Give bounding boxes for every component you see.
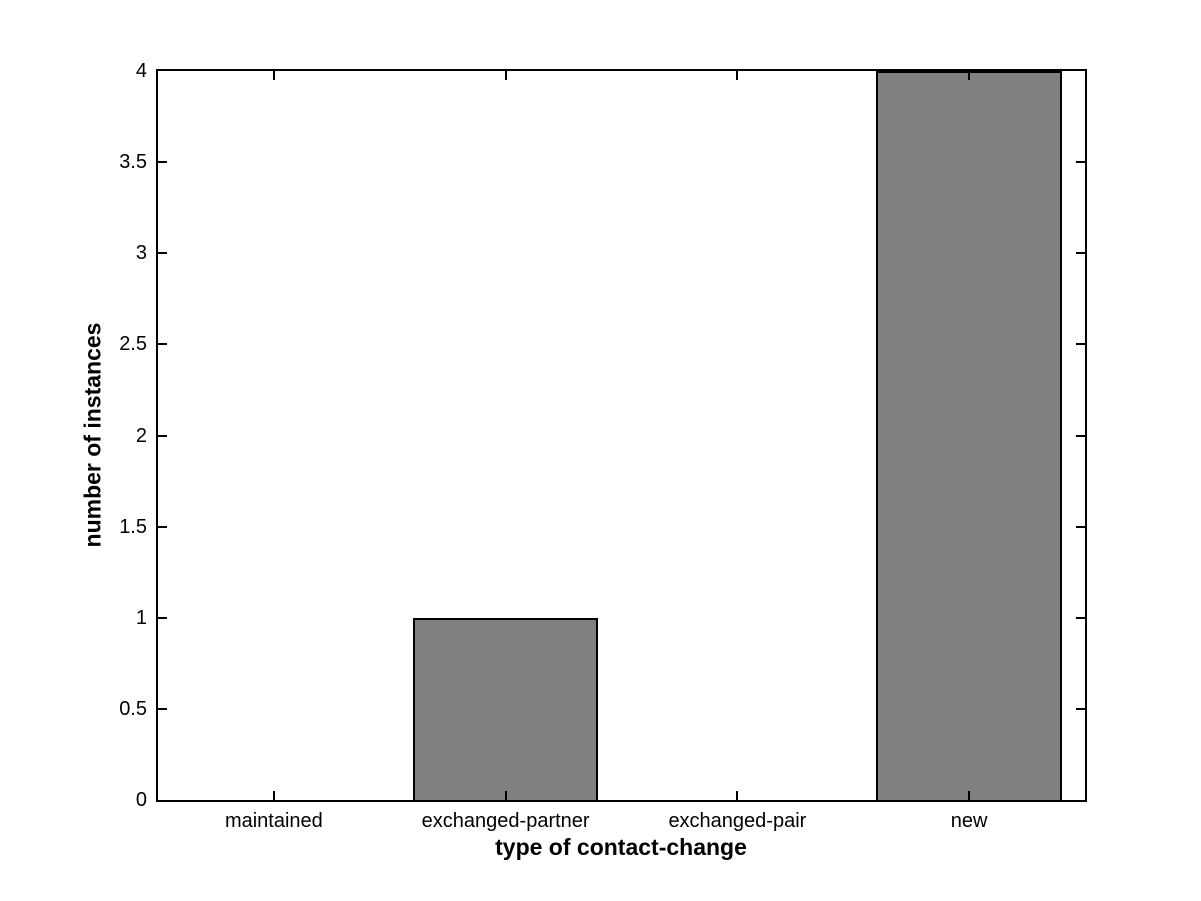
y-tick-left [158, 525, 167, 528]
x-tick-top [272, 71, 275, 80]
y-tick-label-1: 1 [135, 606, 147, 629]
x-tick-top [968, 71, 971, 80]
x-tick-bottom [968, 791, 971, 800]
y-tick-label-3.5: 3.5 [119, 151, 147, 174]
x-tick-label-maintained: maintained [224, 810, 323, 832]
y-tick-right [1076, 343, 1085, 346]
x-tick-top [504, 71, 507, 80]
y-tick-right [1076, 616, 1085, 619]
y-tick-label-2.5: 2.5 [119, 333, 147, 356]
y-tick-label-0.5: 0.5 [119, 697, 147, 720]
y-tick-right [1076, 525, 1085, 528]
y-tick-left [158, 252, 167, 255]
y-tick-left [158, 707, 167, 710]
x-tick-bottom [736, 791, 739, 800]
x-tick-label-exchanged-pair: exchanged-pair [668, 810, 807, 832]
y-tick-label-2: 2 [135, 424, 147, 447]
y-tick-label-0: 0 [135, 789, 147, 811]
bar-new [876, 71, 1062, 800]
y-tick-left [158, 343, 167, 346]
y-tick-left [158, 161, 167, 164]
y-tick-left [158, 616, 167, 619]
x-tick-label-new: new [950, 810, 988, 832]
y-tick-right [1076, 252, 1085, 255]
bar-exchanged-partner [412, 617, 599, 800]
y-tick-left [158, 434, 167, 437]
x-tick-label-exchanged-partner: exchanged-partner [421, 810, 590, 832]
y-tick-right [1076, 434, 1085, 437]
x-tick-top [736, 71, 739, 80]
y-tick-label-4: 4 [135, 60, 147, 82]
y-tick-right [1076, 161, 1085, 164]
y-tick-label-3: 3 [135, 242, 147, 265]
x-axis-label: type of contact-change [495, 834, 747, 860]
y-tick-right [1076, 707, 1085, 710]
y-tick-label-1.5: 1.5 [119, 515, 147, 538]
plot-area [156, 69, 1087, 802]
x-tick-bottom [272, 791, 275, 800]
x-tick-bottom [504, 791, 507, 800]
